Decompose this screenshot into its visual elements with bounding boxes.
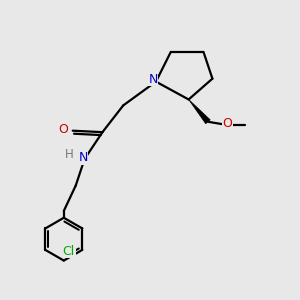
Text: O: O	[58, 123, 68, 136]
Text: N: N	[148, 73, 158, 86]
Text: O: O	[222, 117, 232, 130]
Text: H: H	[65, 148, 74, 161]
Text: Cl: Cl	[63, 245, 75, 258]
Polygon shape	[189, 100, 210, 124]
Text: N: N	[78, 151, 88, 164]
